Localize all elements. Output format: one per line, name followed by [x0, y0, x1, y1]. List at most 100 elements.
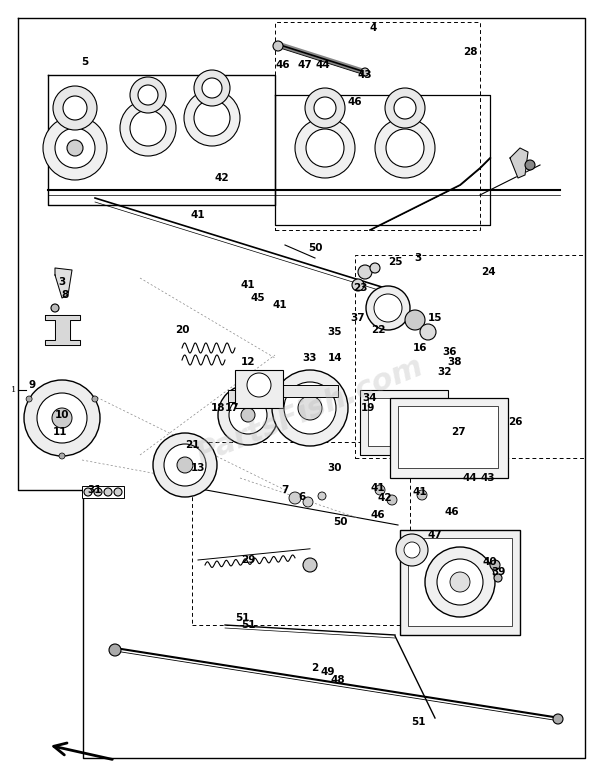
Circle shape [55, 128, 95, 168]
Text: 47: 47 [428, 530, 442, 540]
Text: 13: 13 [191, 463, 205, 473]
Circle shape [51, 304, 59, 312]
Circle shape [361, 68, 369, 76]
Text: 31: 31 [88, 485, 102, 495]
Circle shape [425, 547, 495, 617]
Text: 6: 6 [298, 492, 305, 502]
Circle shape [303, 497, 313, 507]
Circle shape [417, 490, 427, 500]
Circle shape [59, 453, 65, 459]
Circle shape [404, 542, 420, 558]
Text: 4: 4 [370, 23, 377, 33]
Text: 51: 51 [235, 613, 249, 623]
Circle shape [553, 714, 563, 724]
Circle shape [104, 488, 112, 496]
Circle shape [109, 644, 121, 656]
Circle shape [67, 140, 83, 156]
Circle shape [385, 88, 425, 128]
Circle shape [387, 495, 397, 505]
Polygon shape [510, 148, 528, 178]
Text: 18: 18 [211, 403, 225, 413]
Circle shape [318, 492, 326, 500]
Text: 29: 29 [241, 555, 255, 565]
Text: 41: 41 [413, 487, 427, 497]
Circle shape [92, 396, 98, 402]
Text: 34: 34 [362, 393, 377, 403]
Bar [400, 530, 520, 635]
Text: 1: 1 [11, 386, 17, 394]
Circle shape [295, 118, 355, 178]
Bar [408, 538, 512, 626]
Circle shape [43, 116, 107, 180]
Text: 51: 51 [241, 620, 255, 630]
Circle shape [450, 572, 470, 592]
Text: 21: 21 [185, 440, 199, 450]
Text: 41: 41 [241, 280, 256, 290]
Circle shape [218, 385, 278, 445]
Text: 30: 30 [328, 463, 342, 473]
Text: 40: 40 [482, 557, 497, 567]
Text: 42: 42 [215, 173, 229, 183]
Circle shape [120, 100, 176, 156]
Circle shape [94, 488, 102, 496]
Bar [360, 390, 448, 455]
Circle shape [26, 396, 32, 402]
Bar [398, 406, 498, 468]
Text: 48: 48 [331, 675, 346, 685]
Bar [228, 390, 270, 402]
Text: 51: 51 [411, 717, 425, 727]
Circle shape [358, 265, 372, 279]
Circle shape [194, 70, 230, 106]
Polygon shape [45, 315, 80, 345]
Circle shape [114, 488, 122, 496]
Text: 11: 11 [53, 427, 67, 437]
Text: 2: 2 [311, 663, 319, 673]
Circle shape [273, 41, 283, 51]
Bar [235, 370, 283, 408]
Text: 41: 41 [272, 300, 287, 310]
Text: 44: 44 [316, 60, 331, 70]
Circle shape [386, 129, 424, 167]
Text: 3: 3 [415, 253, 422, 263]
Text: 7: 7 [281, 485, 289, 495]
Circle shape [375, 485, 385, 495]
Circle shape [396, 534, 428, 566]
Text: 44: 44 [463, 473, 478, 483]
Circle shape [314, 97, 336, 119]
Circle shape [284, 382, 336, 434]
Text: 28: 28 [463, 47, 477, 57]
Text: 41: 41 [191, 210, 205, 220]
Text: 41: 41 [371, 483, 385, 493]
Text: 9: 9 [28, 380, 35, 390]
Text: 49: 49 [321, 667, 335, 677]
Text: 32: 32 [438, 367, 452, 377]
Circle shape [305, 88, 345, 128]
Text: 8: 8 [61, 290, 68, 300]
Circle shape [164, 444, 206, 486]
Text: 35: 35 [328, 327, 342, 337]
Polygon shape [55, 268, 72, 298]
Circle shape [229, 396, 267, 434]
Circle shape [241, 408, 255, 422]
Text: 26: 26 [508, 417, 522, 427]
Circle shape [303, 558, 317, 572]
Circle shape [53, 86, 97, 130]
Bar [355, 255, 585, 458]
Circle shape [375, 118, 435, 178]
Circle shape [247, 373, 271, 397]
Text: 24: 24 [481, 267, 496, 277]
Text: 46: 46 [347, 97, 362, 107]
Bar [390, 398, 508, 478]
Circle shape [177, 457, 193, 473]
Text: 36: 36 [443, 347, 457, 357]
Circle shape [525, 160, 535, 170]
Text: 14: 14 [328, 353, 343, 363]
Circle shape [374, 294, 402, 322]
Circle shape [153, 433, 217, 497]
Circle shape [366, 286, 410, 330]
Text: 50: 50 [308, 243, 322, 253]
Text: 45: 45 [251, 293, 265, 303]
Text: PartsFish.com: PartsFish.com [192, 351, 428, 469]
Circle shape [202, 78, 222, 98]
Circle shape [370, 263, 380, 273]
